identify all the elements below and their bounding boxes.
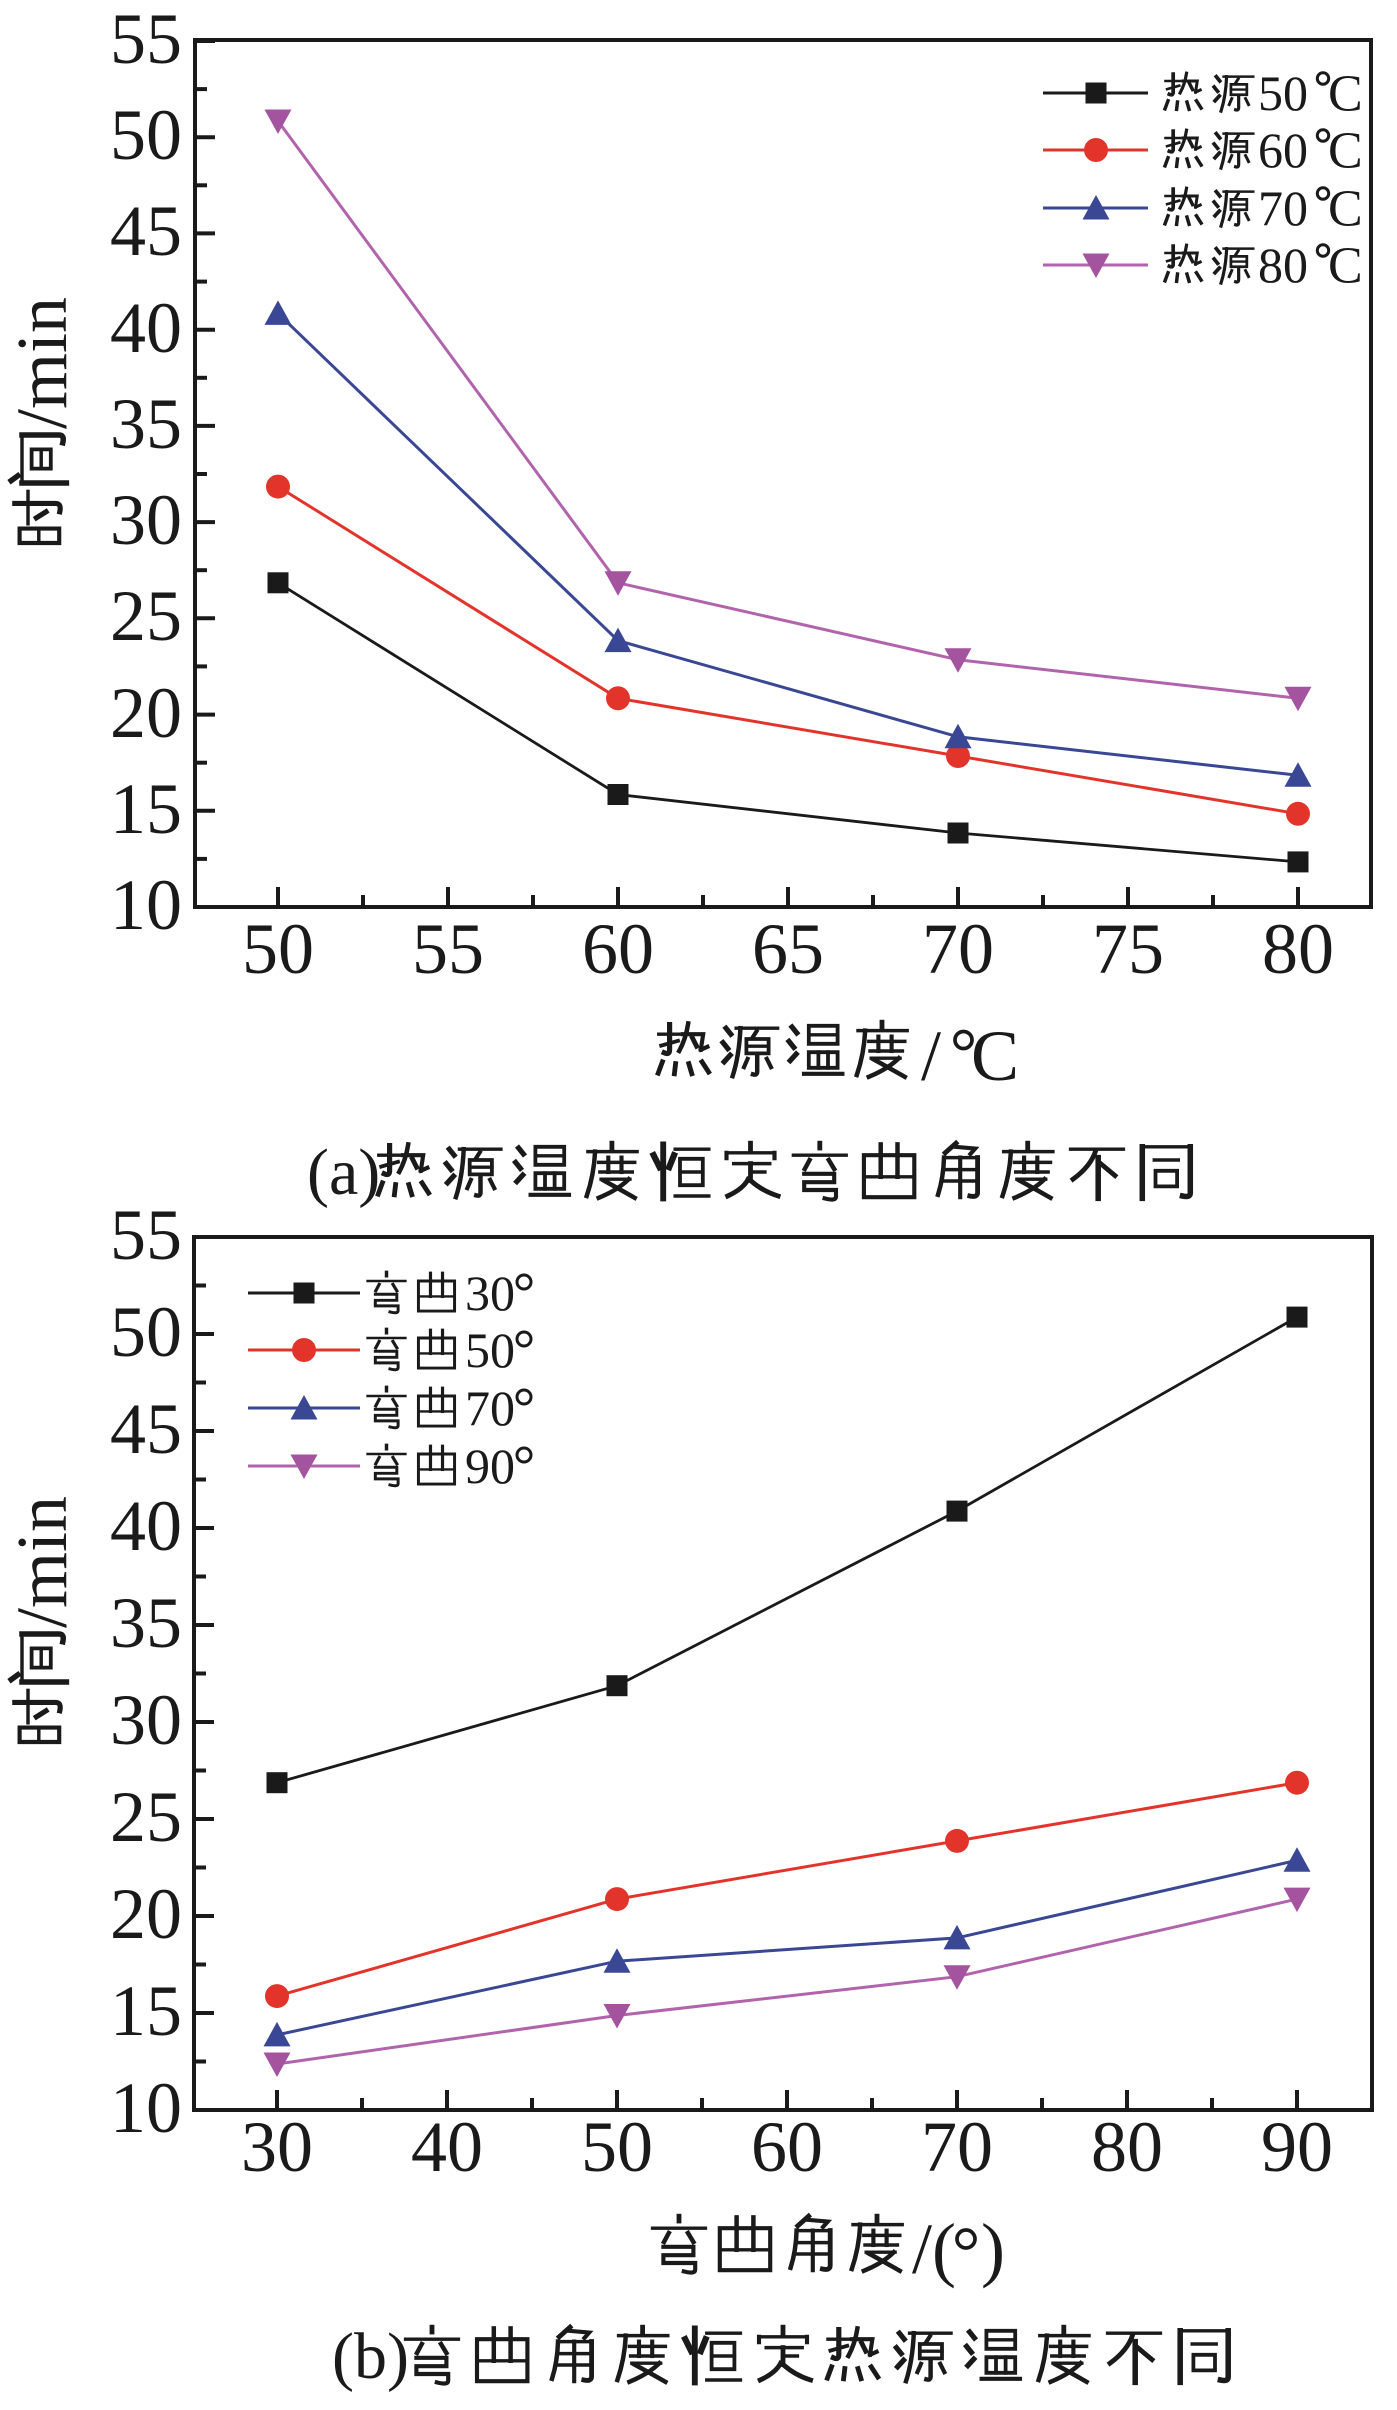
svg-text:/min: /min [2,297,82,429]
svg-text:65: 65 [752,909,824,989]
svg-text:80: 80 [1262,909,1334,989]
svg-text:80: 80 [1258,237,1308,293]
svg-text:75: 75 [1092,909,1164,989]
svg-text:10: 10 [110,2068,182,2148]
svg-text:40: 40 [110,1486,182,1566]
svg-text:C: C [1328,65,1363,122]
svg-text:45: 45 [110,1389,182,1469]
svg-text:80: 80 [1091,2107,1163,2187]
svg-text:/: / [921,1016,941,1096]
svg-text:40: 40 [110,288,182,368]
svg-text:45: 45 [110,191,182,271]
svg-text:35: 35 [110,1583,182,1663]
svg-text:25: 25 [110,576,182,656]
svg-text:60: 60 [1258,122,1308,178]
svg-text:25: 25 [110,1777,182,1857]
svg-text:50: 50 [110,1292,182,1372]
svg-text:55: 55 [110,0,182,79]
svg-text:55: 55 [110,1195,182,1275]
svg-text:20: 20 [110,1874,182,1954]
svg-text:40: 40 [411,2107,483,2187]
svg-text:15: 15 [110,1971,182,2051]
svg-text:60: 60 [751,2107,823,2187]
svg-text:70: 70 [1258,180,1308,236]
svg-text:C: C [1328,237,1363,294]
svg-text:/(: /( [912,2209,956,2289]
svg-text:15: 15 [110,769,182,849]
svg-text:(b): (b) [332,2320,409,2393]
svg-text:60: 60 [582,909,654,989]
svg-text:70: 70 [922,909,994,989]
svg-text:30: 30 [110,1680,182,1760]
svg-text:30: 30 [465,1265,515,1321]
svg-text:50: 50 [242,909,314,989]
svg-text:35: 35 [110,384,182,464]
svg-text:50: 50 [110,95,182,175]
svg-text:/min: /min [2,1496,82,1628]
svg-text:55: 55 [412,909,484,989]
svg-text:90: 90 [1261,2107,1333,2187]
svg-text:C: C [1328,122,1363,179]
svg-text:50: 50 [465,1322,515,1378]
svg-text:C: C [971,1016,1019,1096]
svg-text:50: 50 [581,2107,653,2187]
svg-text:): ) [981,2209,1005,2289]
svg-text:(a): (a) [307,1136,380,1209]
svg-text:70: 70 [921,2107,993,2187]
svg-text:10: 10 [110,865,182,945]
svg-text:70: 70 [465,1380,515,1436]
svg-text:30: 30 [241,2107,313,2187]
svg-text:C: C [1328,180,1363,237]
svg-text:30: 30 [110,480,182,560]
svg-text:50: 50 [1258,65,1308,121]
svg-text:90: 90 [465,1438,515,1494]
svg-text:20: 20 [110,673,182,753]
